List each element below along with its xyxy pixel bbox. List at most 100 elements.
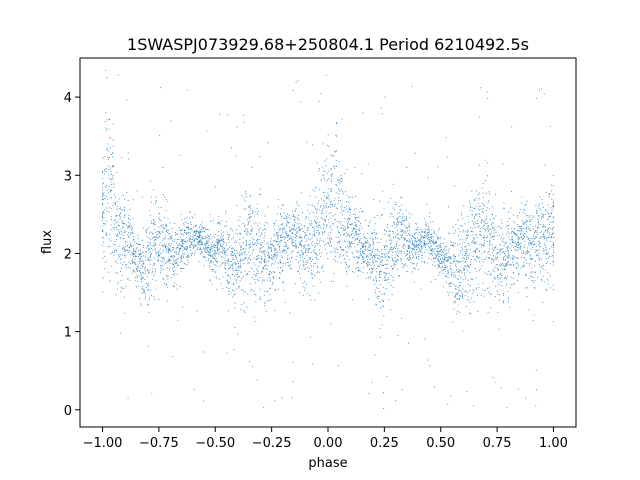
- scatter-point: [494, 235, 496, 237]
- scatter-point: [162, 258, 164, 260]
- scatter-point: [395, 201, 397, 203]
- scatter-point: [470, 203, 472, 205]
- scatter-point: [184, 230, 186, 232]
- scatter-point: [272, 255, 274, 257]
- scatter-point: [470, 249, 472, 251]
- scatter-point: [253, 257, 255, 259]
- scatter-point: [199, 237, 201, 239]
- scatter-point: [437, 267, 439, 269]
- scatter-point: [514, 248, 516, 250]
- scatter-point: [206, 242, 209, 244]
- scatter-point: [118, 257, 120, 259]
- scatter-point: [313, 249, 315, 251]
- scatter-point: [187, 246, 189, 248]
- scatter-point: [418, 248, 421, 250]
- scatter-point: [241, 289, 243, 291]
- scatter-point: [158, 216, 160, 218]
- scatter-point: [492, 226, 494, 228]
- scatter-point: [217, 244, 219, 246]
- scatter-point: [128, 232, 130, 234]
- scatter-point: [315, 263, 317, 265]
- scatter-point: [393, 237, 395, 239]
- scatter-point: [102, 219, 104, 221]
- scatter-point: [507, 228, 510, 230]
- scatter-point: [148, 259, 150, 262]
- scatter-point: [291, 257, 293, 259]
- scatter-point: [543, 93, 545, 95]
- scatter-point: [387, 234, 389, 236]
- scatter-point: [192, 244, 194, 246]
- scatter-point: [383, 244, 385, 246]
- scatter-point: [325, 243, 327, 245]
- scatter-point: [542, 268, 544, 270]
- scatter-point: [302, 254, 304, 256]
- scatter-point: [399, 215, 401, 217]
- scatter-point: [419, 242, 421, 244]
- scatter-point: [479, 216, 481, 218]
- scatter-point: [335, 165, 337, 167]
- scatter-point: [292, 381, 294, 383]
- scatter-point: [437, 229, 439, 231]
- scatter-point: [315, 253, 317, 255]
- scatter-point: [453, 284, 455, 286]
- scatter-point: [486, 207, 488, 209]
- scatter-point: [243, 258, 245, 260]
- scatter-point: [285, 236, 287, 238]
- scatter-point: [530, 257, 532, 259]
- scatter-point: [464, 271, 466, 274]
- scatter-point: [417, 243, 419, 245]
- scatter-point: [105, 171, 107, 173]
- scatter-point: [215, 265, 217, 267]
- scatter-point: [495, 263, 497, 266]
- scatter-point: [387, 256, 389, 258]
- scatter-point: [520, 247, 522, 249]
- scatter-point: [410, 247, 412, 249]
- scatter-point: [407, 245, 409, 247]
- scatter-point: [337, 197, 339, 199]
- scatter-point: [144, 296, 146, 298]
- scatter-point: [160, 207, 162, 209]
- scatter-point: [418, 231, 420, 233]
- scatter-point: [466, 257, 468, 259]
- scatter-point: [284, 238, 286, 240]
- scatter-point: [333, 166, 335, 168]
- scatter-point: [480, 220, 482, 222]
- scatter-point: [109, 246, 111, 248]
- scatter-point: [454, 242, 456, 245]
- scatter-point: [161, 244, 163, 246]
- scatter-point: [292, 361, 294, 363]
- scatter-point: [196, 243, 198, 245]
- scatter-point: [148, 232, 150, 234]
- scatter-point: [250, 243, 252, 245]
- scatter-point: [505, 265, 507, 267]
- scatter-point: [308, 223, 310, 225]
- scatter-point: [327, 188, 329, 190]
- scatter-point: [130, 233, 132, 235]
- scatter-point: [304, 251, 306, 253]
- scatter-point: [358, 270, 360, 272]
- scatter-point: [372, 243, 374, 245]
- scatter-point: [127, 266, 130, 268]
- scatter-point: [240, 278, 243, 280]
- scatter-point: [113, 194, 115, 196]
- scatter-point: [368, 245, 370, 247]
- scatter-point: [340, 200, 342, 202]
- scatter-point: [512, 240, 514, 242]
- scatter-point: [251, 228, 254, 230]
- scatter-point: [239, 266, 241, 268]
- scatter-point: [503, 299, 505, 301]
- scatter-point: [379, 301, 381, 303]
- scatter-point: [180, 236, 182, 238]
- scatter-point: [443, 257, 445, 259]
- scatter-point: [209, 279, 211, 281]
- scatter-point: [291, 210, 293, 212]
- scatter-point: [429, 253, 431, 255]
- scatter-point: [396, 223, 398, 225]
- scatter-point: [231, 274, 233, 276]
- scatter-point: [317, 203, 319, 205]
- scatter-point: [346, 232, 348, 234]
- scatter-point: [515, 234, 518, 237]
- scatter-point: [475, 213, 477, 215]
- scatter-point: [271, 254, 273, 256]
- scatter-point: [543, 250, 545, 252]
